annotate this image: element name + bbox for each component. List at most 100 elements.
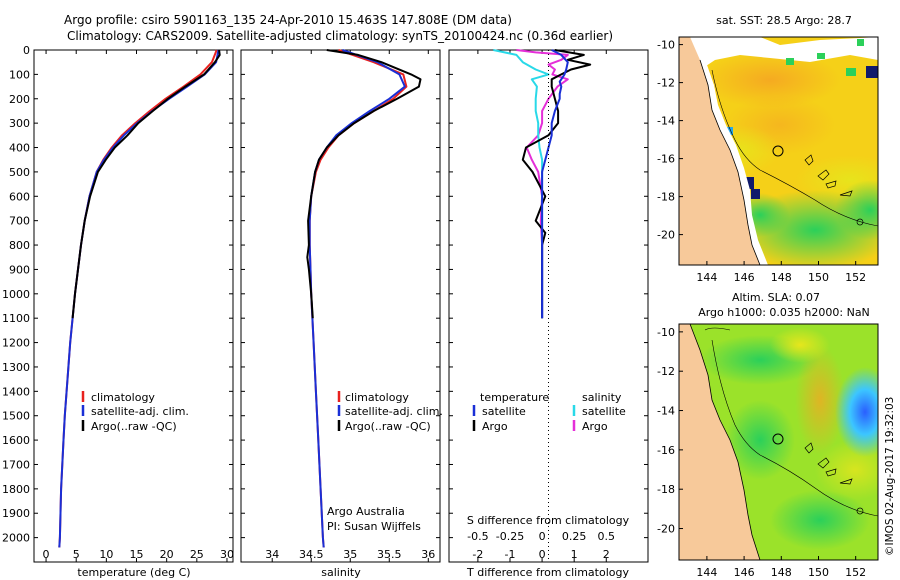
sla-map-frame — [678, 323, 879, 561]
imos-watermark: ©IMOS 02-Aug-2017 19:32:03 — [884, 397, 896, 556]
s-tick-label: 0.5 — [598, 530, 616, 543]
legend-argo-label: Argo(..raw -QC) — [345, 420, 431, 433]
temperature-axes — [33, 49, 234, 563]
x-tick-label: 35 — [343, 548, 357, 561]
depth-tick-label: 1900 — [2, 507, 30, 520]
figure-subtitle: Climatology: CARS2009. Satellite-adjuste… — [67, 29, 613, 43]
s-tick-label: -0.5 — [467, 530, 488, 543]
map-lon-label: 144 — [696, 271, 717, 284]
map-lat-label: -14 — [657, 115, 675, 128]
s-tick-label: 0 — [539, 530, 546, 543]
salinity-axes — [240, 49, 441, 563]
map-lon-label: 150 — [808, 271, 829, 284]
map-lat-label: -16 — [657, 444, 675, 457]
depth-tick-label: 700 — [9, 215, 30, 228]
map-lat-label: -18 — [657, 483, 675, 496]
x-tick-label: 0 — [539, 548, 546, 561]
x-tick-label: 35.5 — [377, 548, 402, 561]
map-lon-label: 150 — [808, 566, 829, 579]
x-tick-label: 36 — [421, 548, 435, 561]
x-tick-label: 5 — [73, 548, 80, 561]
map-lat-label: -10 — [657, 39, 675, 52]
map-lon-label: 148 — [771, 566, 792, 579]
sla-map — [679, 324, 878, 560]
figure-title: Argo profile: csiro 5901163_135 24-Apr-2… — [64, 13, 512, 27]
argo-position-marker — [772, 145, 784, 157]
x-tick-label: 34 — [265, 548, 279, 561]
x-tick-label: -2 — [472, 548, 483, 561]
depth-tick-label: 0 — [23, 44, 30, 57]
depth-tick-label: 600 — [9, 190, 30, 203]
x-tick-label: 2 — [603, 548, 610, 561]
map-lon-label: 148 — [771, 271, 792, 284]
legend-t-sat-label: satellite — [482, 405, 526, 418]
legend-s-sat-label: satellite — [582, 405, 626, 418]
sst-map-title: sat. SST: 28.5 Argo: 28.7 — [716, 14, 852, 27]
map-lon-label: 144 — [696, 566, 717, 579]
depth-tick-label: 1000 — [2, 288, 30, 301]
map-lat-label: -12 — [657, 77, 675, 90]
map-lon-label: 152 — [845, 566, 866, 579]
salinity-legend: climatology satellite-adj. clim. Argo(..… — [327, 391, 443, 533]
depth-tick-label: 400 — [9, 142, 30, 155]
depth-tick-label: 800 — [9, 239, 30, 252]
series-line-t-argo — [521, 49, 592, 319]
x-tick-label: -1 — [504, 548, 515, 561]
series-line-argo — [306, 49, 422, 319]
x-tick-label: 0 — [43, 548, 50, 561]
axis-ticks: 0100200300400500600700800900100011001200… — [2, 44, 648, 562]
map-lat-label: -18 — [657, 191, 675, 204]
pi-name: PI: Susan Wijffels — [327, 520, 421, 533]
legend-clim-label: climatology — [91, 391, 155, 404]
x-tick-label: 20 — [160, 548, 174, 561]
map-lat-label: -20 — [657, 523, 675, 536]
x-tick-label: 1 — [571, 548, 578, 561]
difference-xlabel-top: S difference from climatology — [467, 514, 630, 527]
sst-map-frame — [678, 36, 879, 266]
depth-tick-label: 200 — [9, 93, 30, 106]
depth-tick-label: 100 — [9, 68, 30, 81]
profile-lines — [58, 49, 592, 548]
map-lon-label: 152 — [845, 271, 866, 284]
depth-tick-label: 1500 — [2, 410, 30, 423]
x-tick-label: 15 — [130, 548, 144, 561]
legend-s-title: salinity — [582, 391, 622, 404]
map-lon-label: 146 — [734, 566, 755, 579]
map-lat-label: -12 — [657, 365, 675, 378]
series-line-t-satellite — [541, 49, 569, 319]
map-lat-label: -16 — [657, 153, 675, 166]
legend-s-argo-label: Argo — [582, 420, 608, 433]
depth-tick-label: 1200 — [2, 337, 30, 350]
legend-t-argo-label: Argo — [482, 420, 508, 433]
difference-legend: temperature satellite Argo salinity sate… — [472, 391, 626, 433]
legend-sat-label: satellite-adj. clim. — [345, 405, 443, 418]
pi-institution: Argo Australia — [327, 505, 405, 518]
legend-argo-label: Argo(..raw -QC) — [91, 420, 177, 433]
depth-tick-label: 1600 — [2, 434, 30, 447]
difference-xlabel: T difference from climatology — [466, 566, 629, 579]
map-lat-label: -10 — [657, 326, 675, 339]
depth-tick-label: 300 — [9, 117, 30, 130]
depth-tick-label: 900 — [9, 263, 30, 276]
series-line-argo — [71, 49, 221, 319]
depth-tick-label: 1800 — [2, 483, 30, 496]
x-tick-label: 10 — [99, 548, 113, 561]
sst-map — [679, 37, 878, 265]
x-tick-label: 34.5 — [299, 548, 324, 561]
x-tick-label: 25 — [190, 548, 204, 561]
depth-tick-label: 500 — [9, 166, 30, 179]
temperature-legend: climatology satellite-adj. clim. Argo(..… — [81, 391, 189, 433]
argo-position-marker — [772, 433, 784, 445]
map-axis-ticks: 144 146 148 150 152 -10 -12 -14 -16 -18 -20 144 146 1… — [657, 39, 866, 579]
depth-tick-label: 2000 — [2, 532, 30, 545]
map-lat-label: -20 — [657, 229, 675, 242]
x-tick-label: 30 — [220, 548, 234, 561]
depth-tick-label: 1300 — [2, 361, 30, 374]
depth-tick-label: 1100 — [2, 312, 30, 325]
s-tick-label: -0.25 — [496, 530, 524, 543]
legend-t-title: temperature — [480, 391, 549, 404]
legend-clim-label: climatology — [345, 391, 409, 404]
legend-sat-label: satellite-adj. clim. — [91, 405, 189, 418]
salinity-xlabel: salinity — [321, 566, 361, 579]
